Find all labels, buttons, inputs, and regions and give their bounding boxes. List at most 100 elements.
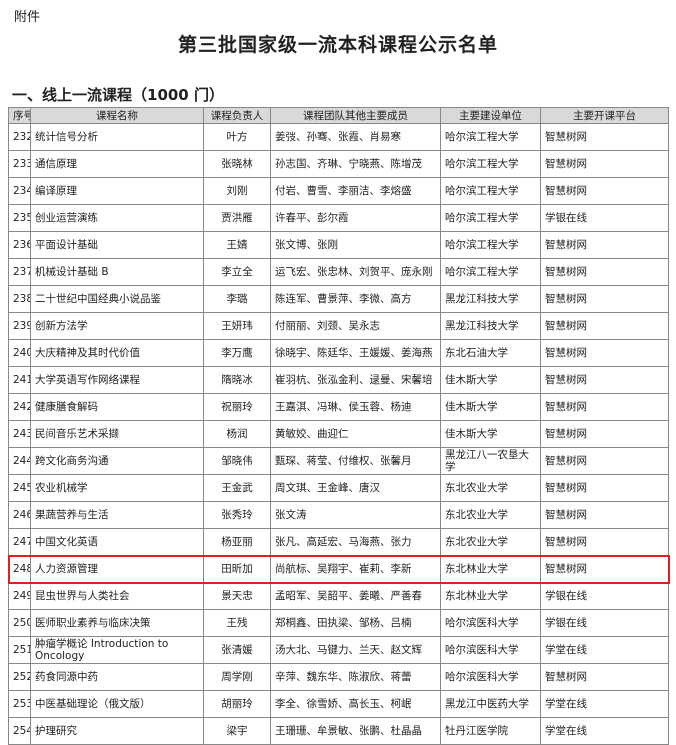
- table-cell: 智慧树网: [540, 393, 669, 421]
- table-cell: 果蔬营养与生活: [30, 501, 204, 529]
- table-cell: 通信原理: [30, 150, 204, 178]
- table-cell: 大庆精神及其时代价值: [30, 339, 204, 367]
- table-cell: 姜弢、孙骞、张霞、肖易寒: [270, 123, 441, 151]
- table-cell: 民间音乐艺术采撷: [30, 420, 204, 448]
- table-cell: 跨文化商务沟通: [30, 447, 204, 475]
- table-cell: 李璐: [203, 285, 271, 313]
- header-row: 序号课程名称课程负责人课程团队其他主要成员主要建设单位主要开课平台: [8, 107, 669, 124]
- table-cell: 东北林业大学: [440, 555, 541, 583]
- table-cell: 肿瘤学概论 Introduction to Oncology: [30, 636, 204, 664]
- table-cell: 东北农业大学: [440, 528, 541, 556]
- table-cell: 学堂在线: [540, 690, 669, 718]
- table-cell: 运飞宏、张忠林、刘贺平、庞永刚: [270, 258, 441, 286]
- column-header: 主要建设单位: [440, 107, 541, 124]
- attachment-label: 附件: [14, 10, 41, 25]
- table-cell: 智慧树网: [540, 501, 669, 529]
- table-row: 240大庆精神及其时代价值李万鹰徐晓宇、陈廷华、王媛媛、姜海燕东北石油大学智慧树…: [8, 339, 669, 367]
- table-cell: 学堂在线: [540, 636, 669, 664]
- table-cell: 252: [8, 663, 31, 691]
- table-cell: 叶方: [203, 123, 271, 151]
- table-cell: 隋晓冰: [203, 366, 271, 394]
- table-cell: 孟昭军、吴韶平、姜曦、严善春: [270, 582, 441, 610]
- table-cell: 236: [8, 231, 31, 259]
- table-cell: 崔羽杭、张泓金利、逯曼、宋馨培: [270, 366, 441, 394]
- table-cell: 哈尔滨医科大学: [440, 609, 541, 637]
- table-cell: 241: [8, 366, 31, 394]
- table-cell: 王珊珊、牟景敏、张鹏、杜晶晶: [270, 717, 441, 745]
- table-cell: 张秀玲: [203, 501, 271, 529]
- table-cell: 学银在线: [540, 582, 669, 610]
- course-table: 序号课程名称课程负责人课程团队其他主要成员主要建设单位主要开课平台 232统计信…: [7, 107, 670, 745]
- table-cell: 智慧树网: [540, 312, 669, 340]
- table-cell: 李全、徐雪娇、高长玉、柯岷: [270, 690, 441, 718]
- table-cell: 黑龙江科技大学: [440, 312, 541, 340]
- table-cell: 王妍玮: [203, 312, 271, 340]
- table-cell: 张文涛: [270, 501, 441, 529]
- table-cell: 东北林业大学: [440, 582, 541, 610]
- table-cell: 周学刚: [203, 663, 271, 691]
- table-cell: 234: [8, 177, 31, 205]
- table-cell: 许春平、彭尔霞: [270, 204, 441, 232]
- table-row: 246果蔬营养与生活张秀玲张文涛东北农业大学智慧树网: [8, 501, 669, 529]
- table-cell: 张清媛: [203, 636, 271, 664]
- table-cell: 徐晓宇、陈廷华、王媛媛、姜海燕: [270, 339, 441, 367]
- table-cell: 昆虫世界与人类社会: [30, 582, 204, 610]
- table-cell: 王残: [203, 609, 271, 637]
- table-cell: 尚航标、吴翔宇、崔莉、李新: [270, 555, 441, 583]
- table-cell: 哈尔滨工程大学: [440, 258, 541, 286]
- table-cell: 张凡、高延宏、马海燕、张力: [270, 528, 441, 556]
- table-cell: 哈尔滨工程大学: [440, 150, 541, 178]
- table-cell: 梁宇: [203, 717, 271, 745]
- table-cell: 黑龙江中医药大学: [440, 690, 541, 718]
- table-cell: 233: [8, 150, 31, 178]
- table-cell: 医师职业素养与临床决策: [30, 609, 204, 637]
- table-cell: 中医基础理论（俄文版）: [30, 690, 204, 718]
- table-cell: 智慧树网: [540, 447, 669, 475]
- table-cell: 辛萍、魏东华、陈淑欣、蒋蕾: [270, 663, 441, 691]
- table-cell: 智慧树网: [540, 474, 669, 502]
- table-cell: 智慧树网: [540, 123, 669, 151]
- table-cell: 智慧树网: [540, 258, 669, 286]
- table-cell: 哈尔滨工程大学: [440, 177, 541, 205]
- table-cell: 统计信号分析: [30, 123, 204, 151]
- table-cell: 邹晓伟: [203, 447, 271, 475]
- table-cell: 智慧树网: [540, 231, 669, 259]
- table-cell: 二十世纪中国经典小说品鉴: [30, 285, 204, 313]
- table-cell: 佳木斯大学: [440, 393, 541, 421]
- table-cell: 智慧树网: [540, 420, 669, 448]
- table-cell: 杨亚丽: [203, 528, 271, 556]
- table-cell: 239: [8, 312, 31, 340]
- table-cell: 240: [8, 339, 31, 367]
- table-cell: 学银在线: [540, 609, 669, 637]
- table-cell: 哈尔滨医科大学: [440, 636, 541, 664]
- table-cell: 护理研究: [30, 717, 204, 745]
- table-cell: 机械设计基础 B: [30, 258, 204, 286]
- section-heading: 一、线上一流课程（1000 门）: [12, 86, 224, 104]
- table-cell: 杨润: [203, 420, 271, 448]
- table-cell: 245: [8, 474, 31, 502]
- table-cell: 郑桐鑫、田执梁、邹杨、吕楠: [270, 609, 441, 637]
- table-cell: 东北农业大学: [440, 501, 541, 529]
- table-cell: 232: [8, 123, 31, 151]
- table-row: 251肿瘤学概论 Introduction to Oncology张清媛汤大北、…: [8, 636, 669, 664]
- page: 附件 第三批国家级一流本科课程公示名单 一、线上一流课程（1000 门） 序号课…: [7, 10, 670, 745]
- table-cell: 周文琪、王金峰、唐汉: [270, 474, 441, 502]
- table-cell: 景天忠: [203, 582, 271, 610]
- column-header: 课程名称: [30, 107, 204, 124]
- column-header: 主要开课平台: [540, 107, 669, 124]
- table-cell: 李万鹰: [203, 339, 271, 367]
- table-cell: 陈连军、曹景萍、李微、高方: [270, 285, 441, 313]
- table-cell: 李立全: [203, 258, 271, 286]
- table-cell: 智慧树网: [540, 555, 669, 583]
- table-cell: 250: [8, 609, 31, 637]
